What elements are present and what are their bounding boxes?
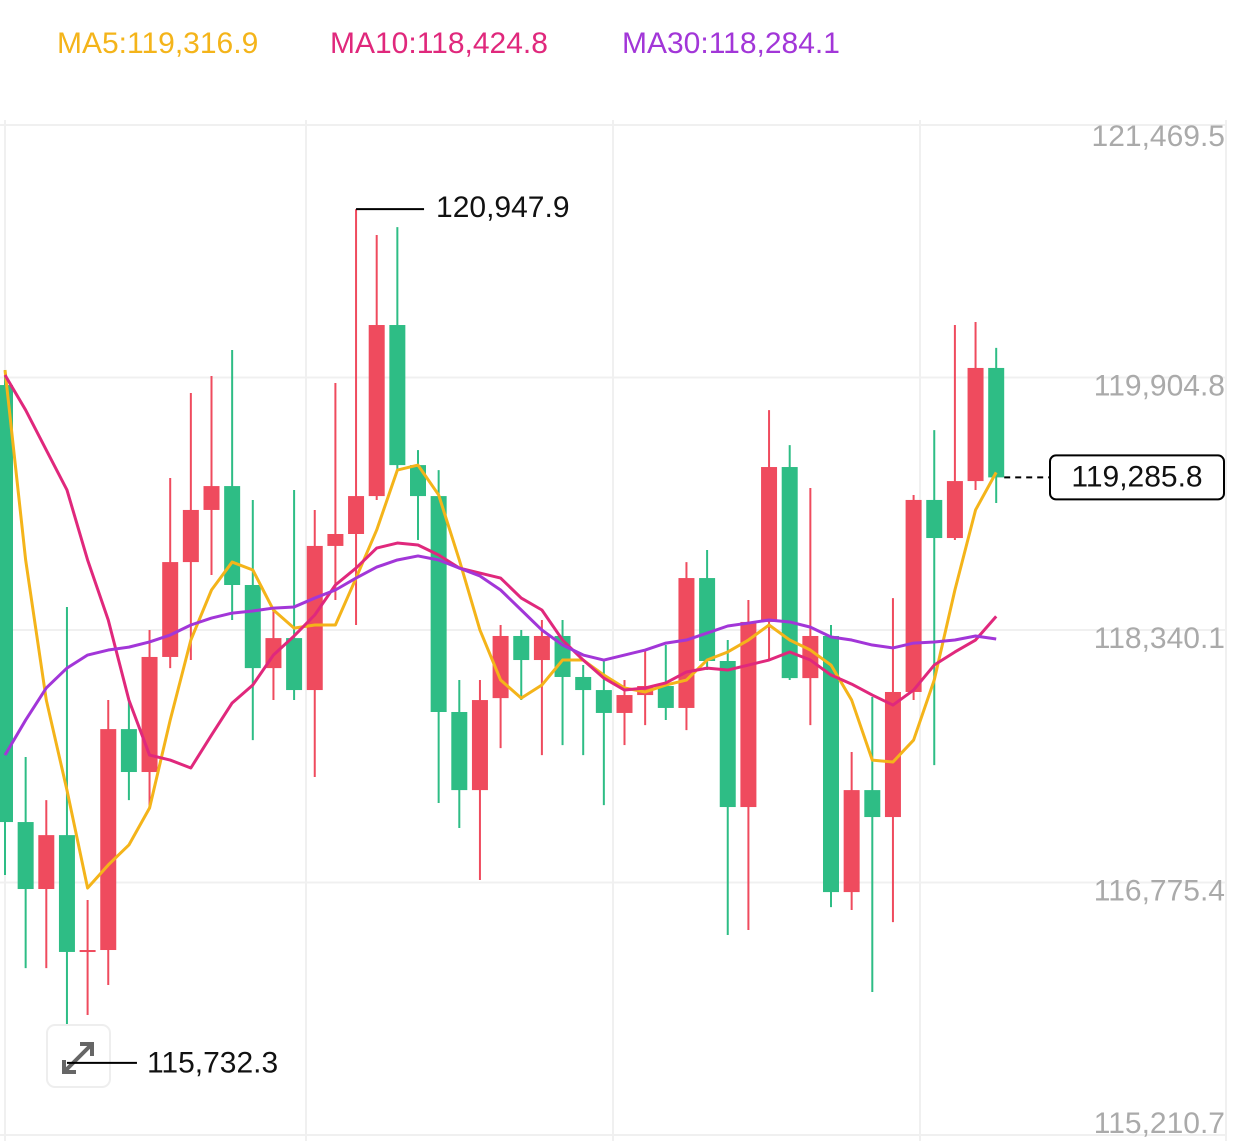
candle-body (781, 467, 798, 679)
candle-body (17, 822, 34, 890)
expand-icon (62, 1042, 94, 1074)
candle-body (513, 635, 530, 661)
candle-body (616, 695, 633, 713)
candle-body (79, 950, 96, 953)
expand-button[interactable] (46, 1024, 111, 1088)
candle-body (967, 367, 984, 482)
candle-body (575, 676, 592, 691)
candle-body (988, 367, 1005, 478)
candle-body (38, 835, 55, 890)
candle-body (926, 499, 943, 539)
candle-body (864, 790, 881, 818)
candle-body (451, 711, 468, 791)
candle-body (0, 385, 13, 823)
candle-body (203, 486, 220, 510)
candle-body (719, 660, 736, 808)
ma-line (3, 554, 997, 756)
legend-entry: MA30:118,284.1 (622, 27, 840, 60)
candle-body (182, 509, 199, 563)
last-price-label: 119,285.8 (1071, 460, 1202, 493)
candle-body (224, 486, 241, 585)
candle-body (946, 481, 963, 539)
y-tick-label: 119,904.8 (1094, 369, 1225, 402)
candle-body (740, 621, 757, 808)
last-price-box (1049, 454, 1225, 501)
plot: 121,469.5 119,904.8 118,340.1 116,775.4 115,… (0, 120, 1226, 1140)
ma-line (3, 374, 998, 770)
legend-entry: MA10:118,424.8 (330, 27, 548, 60)
candle-body (244, 584, 261, 669)
candle-body (120, 729, 137, 773)
candle-body (678, 578, 695, 708)
candle-body (100, 729, 117, 951)
ma-line (3, 369, 998, 890)
candle-body (471, 700, 488, 791)
max-marker-label: 120,947.9 (436, 191, 569, 224)
candle-body (368, 325, 385, 497)
candle-body (843, 790, 860, 893)
candle-body (286, 638, 303, 691)
candle-body (657, 686, 674, 708)
y-tick-label: 115,210.7 (1094, 1107, 1225, 1140)
candle-body (905, 499, 922, 692)
candle-body (306, 545, 323, 691)
candle-body (58, 835, 75, 952)
candle-body (884, 691, 901, 818)
candle-body (389, 325, 406, 466)
candle-body (823, 635, 839, 893)
legend-entry: MA5:119,316.9 (57, 27, 258, 60)
candle-body (327, 533, 344, 546)
candle-body (410, 465, 426, 497)
candle-body (699, 578, 716, 661)
y-tick-label: 116,775.4 (1094, 874, 1225, 907)
y-tick-label: 118,340.1 (1094, 622, 1225, 655)
candle-body (761, 467, 778, 622)
min-marker-label: 115,732.3 (147, 1047, 278, 1080)
candle-body (533, 635, 550, 661)
y-tick-label: 121,469.5 (1092, 120, 1225, 153)
candle-body (430, 496, 447, 712)
candle-body (595, 690, 612, 713)
candle-body (348, 496, 365, 534)
candle-body (162, 562, 179, 657)
